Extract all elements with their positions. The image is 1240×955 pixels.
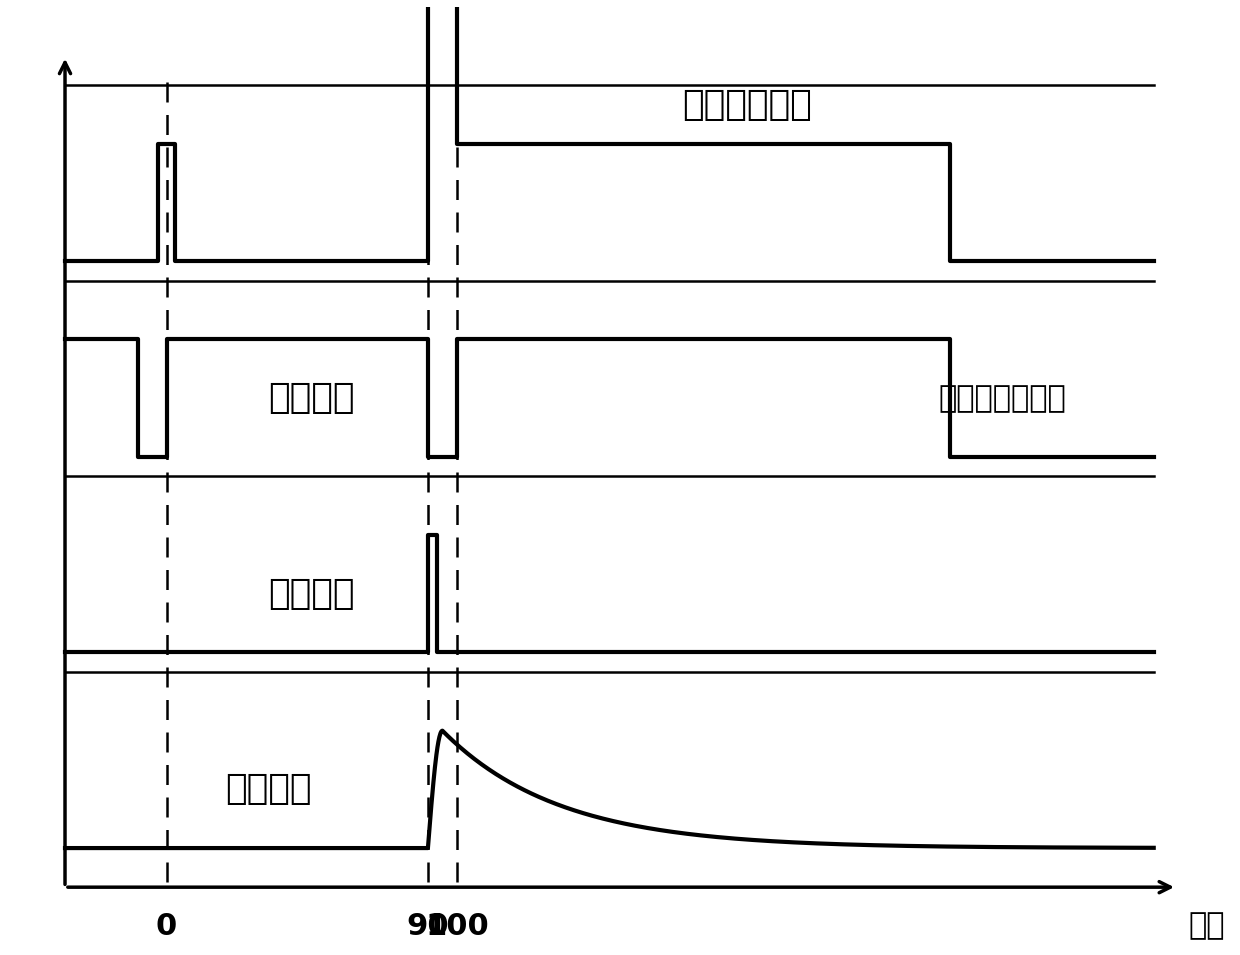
Text: 激光脉冲: 激光脉冲	[268, 577, 355, 611]
Text: 涂料荧光: 涂料荧光	[224, 773, 311, 806]
Text: 100: 100	[425, 912, 489, 941]
Text: 90: 90	[407, 912, 449, 941]
Text: 相机曝光: 相机曝光	[268, 381, 355, 415]
Text: 相机控制信号: 相机控制信号	[682, 88, 812, 121]
Text: 0: 0	[156, 912, 177, 941]
Text: 微秒: 微秒	[1189, 912, 1225, 941]
Text: 激光器控制信号: 激光器控制信号	[939, 384, 1066, 413]
